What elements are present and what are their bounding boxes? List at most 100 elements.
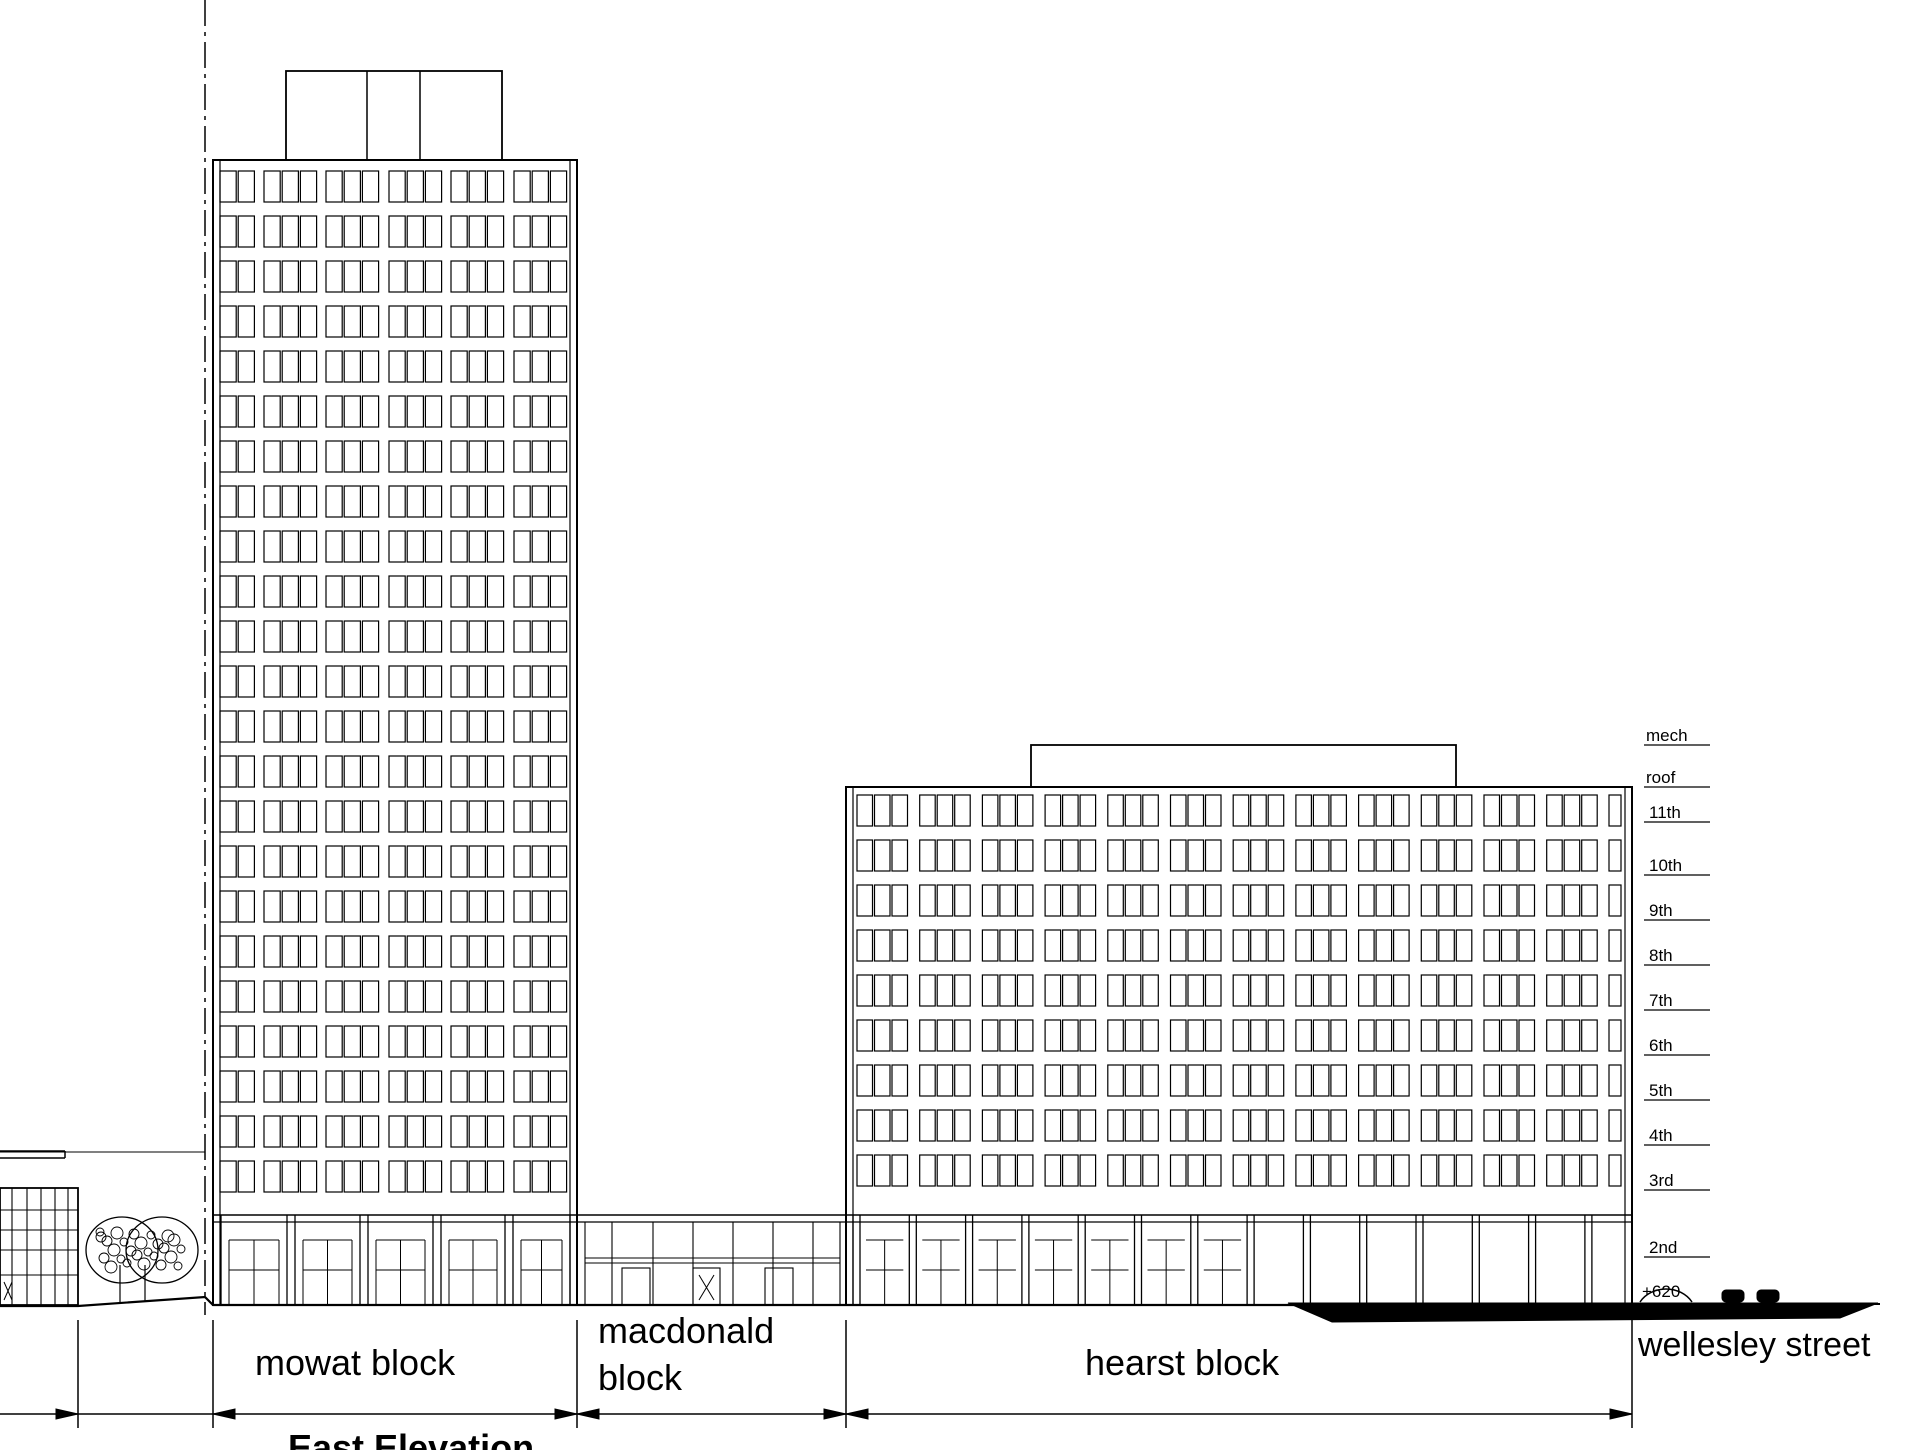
mowat-window [263,350,281,383]
hearst-window [1061,884,1079,917]
mowat-window [406,980,425,1013]
mowat-window [219,620,237,653]
hearst-window [1142,839,1159,872]
mowat-window [450,170,468,203]
hearst-window [1563,839,1581,872]
hearst-window [1420,1154,1438,1187]
mowat-window [486,530,505,563]
floor-label-3rd: 3rd [1649,1171,1674,1190]
hearst-window [919,794,936,827]
hearst-window [1608,929,1622,962]
hearst-window [873,1019,891,1052]
hearst-window [1563,794,1581,827]
hearst-window [1124,1019,1142,1052]
hearst-window [1124,794,1142,827]
mowat-window [219,395,237,428]
mowat-window [361,665,380,698]
mowat-window [549,1070,568,1103]
hearst-window [999,929,1017,962]
mowat-window [486,890,505,923]
hearst-window [1142,1064,1159,1097]
mowat-window [343,530,362,563]
hearst-window [1267,839,1285,872]
mowat-window [388,395,406,428]
mowat-window [343,575,362,608]
hearst-window [1079,1109,1097,1142]
mowat-tower-outline [212,159,578,1306]
hearst-window [1563,1109,1581,1142]
hearst-window [1250,1019,1267,1052]
macdonald-door-swing [698,1274,715,1301]
hearst-window [981,884,999,917]
hearst-window [1330,1064,1348,1097]
mowat-window [237,305,255,338]
hearst-window [1608,794,1622,827]
hearst-window [919,1154,936,1187]
mowat-window [237,935,255,968]
hearst-window [1581,1064,1598,1097]
hearst-window [1581,1154,1598,1187]
mowat-window [486,665,505,698]
tree-foliage [134,1236,148,1250]
mowat-window [263,170,281,203]
hearst-window [856,1019,874,1052]
floor-label-6th: 6th [1649,1036,1673,1055]
mowat-window [325,710,343,743]
hearst-window [1357,1064,1375,1097]
dimension-arrow [554,1408,578,1420]
hearst-window [1267,929,1285,962]
mowat-window [549,1115,568,1148]
tree-foliage [143,1247,153,1257]
mowat-window [325,260,343,293]
mowat-window [424,980,443,1013]
mowat-window [549,665,568,698]
mowat-window [531,710,550,743]
mowat-window [468,485,487,518]
mowat-window [450,575,468,608]
hearst-window [891,839,909,872]
mowat-window [486,845,505,878]
mowat-window [468,665,487,698]
hearst-window [1330,1109,1348,1142]
hearst-window [1232,1154,1250,1187]
hearst-window [1124,884,1142,917]
mowat-window [388,1070,406,1103]
hearst-window [1375,1019,1393,1052]
mowat-window [549,305,568,338]
mowat-window [513,530,531,563]
mowat-window [388,620,406,653]
floor-label-8th: 8th [1649,946,1673,965]
macdonald-door [764,1267,794,1306]
hearst-window [1267,1109,1285,1142]
hearst-window [1169,1154,1187,1187]
hearst-window [1483,794,1501,827]
hearst-window [1392,974,1410,1007]
mowat-window [424,260,443,293]
hearst-window [1518,1064,1536,1097]
hearst-window [1187,1109,1205,1142]
floor-label-roof: roof [1646,768,1676,787]
hearst-window [1375,1064,1393,1097]
mowat-window [263,935,281,968]
hearst-window [999,1154,1017,1187]
hearst-window [891,1064,909,1097]
mowat-window [549,440,568,473]
mowat-window [343,395,362,428]
mowat-window [237,665,255,698]
mowat-window [299,620,318,653]
mowat-window [406,305,425,338]
mowat-window [325,485,343,518]
hearst-window [1016,929,1034,962]
hearst-window [936,1154,954,1187]
mowat-window [299,395,318,428]
hearst-window [1455,794,1473,827]
macdonald-podium [577,1214,846,1306]
hearst-window [1420,974,1438,1007]
hearst-window [1375,884,1393,917]
mowat-window [486,1025,505,1058]
mowat-window [549,350,568,383]
hearst-window [1483,929,1501,962]
mowat-window [406,665,425,698]
mowat-window [219,935,237,968]
mowat-window [531,845,550,878]
